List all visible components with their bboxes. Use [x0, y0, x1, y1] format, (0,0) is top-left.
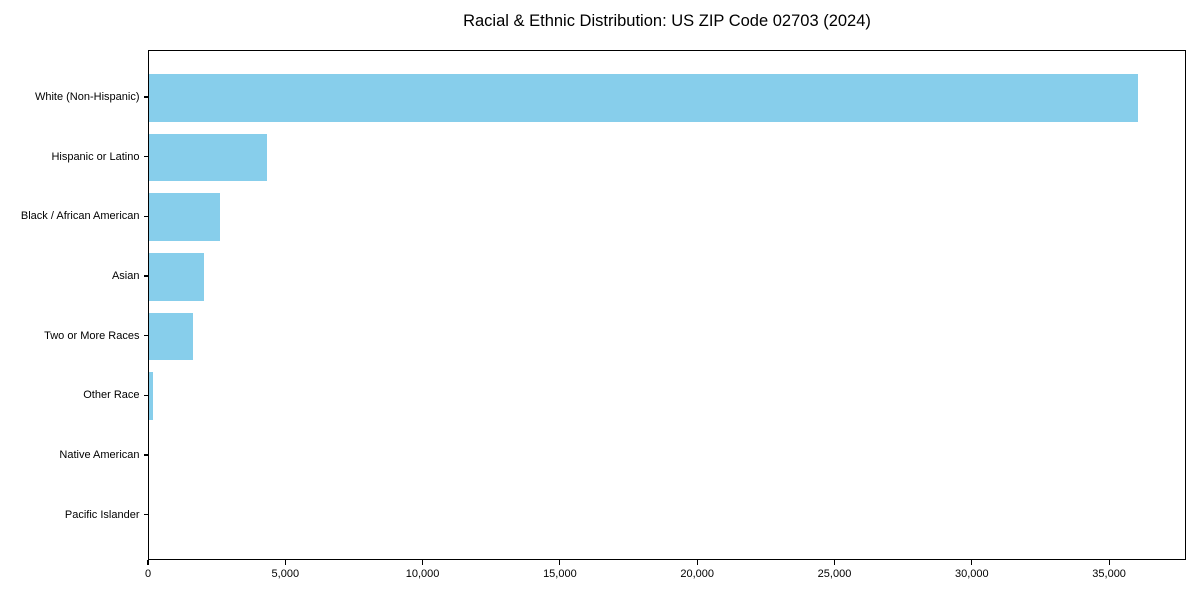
x-tick-label-15000: 15,000 — [543, 567, 577, 580]
x-tick-label-20000: 20,000 — [680, 567, 715, 580]
x-tick-label-5000: 5,000 — [271, 567, 300, 580]
x-tick-mark — [1108, 560, 1110, 565]
y-tick-mark — [143, 394, 148, 396]
bar-two-or-more-races — [149, 312, 193, 361]
x-tick-label-35000: 35,000 — [1092, 567, 1126, 580]
bar-black-african-american — [149, 193, 221, 242]
x-tick-mark — [284, 560, 286, 565]
y-tick-mark — [143, 156, 148, 158]
bar-asian — [149, 253, 204, 301]
y-tick-mark — [143, 275, 148, 277]
bar-hispanic-or-latino — [149, 133, 268, 182]
chart-title: Racial & Ethnic Distribution: US ZIP Cod… — [463, 12, 871, 30]
y-tick-label-hispanic-or-latino: Hispanic or Latino — [51, 150, 140, 163]
y-tick-mark — [143, 514, 148, 516]
y-tick-label-pacific-islander: Pacific Islander — [64, 508, 140, 521]
x-tick-label-0: 0 — [144, 567, 152, 580]
x-tick-mark — [971, 560, 973, 565]
y-tick-label-black-african-american: Black / African American — [20, 210, 140, 223]
x-tick-label-25000: 25,000 — [817, 567, 852, 580]
y-tick-label-white-non-hispanic: White (Non-Hispanic) — [34, 91, 140, 103]
x-tick-mark — [833, 560, 836, 565]
y-tick-label-other-race: Other Race — [83, 389, 140, 402]
x-tick-mark — [147, 560, 149, 565]
x-tick-label-10000: 10,000 — [405, 567, 440, 580]
x-tick-mark — [422, 560, 424, 565]
y-tick-label-asian: Asian — [111, 269, 140, 282]
x-tick-label-30000: 30,000 — [954, 567, 989, 580]
x-tick-mark — [696, 560, 698, 565]
plot-area — [148, 50, 1186, 560]
bar-other-race — [149, 372, 154, 421]
bar-white-non-hispanic — [149, 74, 1138, 122]
y-tick-mark — [143, 335, 148, 337]
y-tick-mark — [143, 454, 148, 456]
y-tick-mark — [143, 215, 148, 217]
y-tick-label-native-american: Native American — [59, 448, 140, 461]
y-tick-mark — [143, 96, 148, 98]
x-tick-mark — [559, 560, 561, 565]
y-tick-label-two-or-more-races: Two or More Races — [44, 329, 140, 342]
